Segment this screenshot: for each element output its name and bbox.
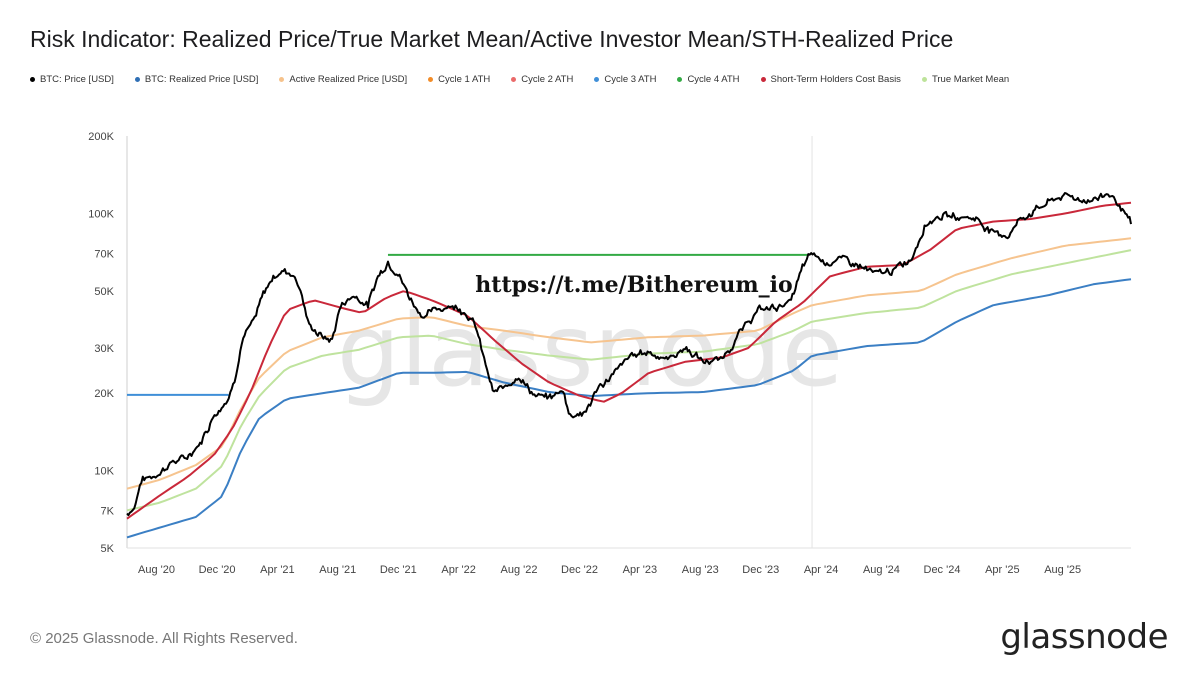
series-line (126, 237, 1132, 490)
legend-label: True Market Mean (931, 74, 1010, 85)
legend-swatch (279, 77, 285, 82)
x-tick-label: Aug '21 (319, 564, 356, 576)
y-tick-label: 20K (94, 388, 114, 400)
legend-label: Active Realized Price [USD] (289, 74, 408, 85)
legend-swatch (511, 77, 517, 82)
y-tick-label: 30K (94, 343, 114, 355)
legend-item-sth-cost-basis[interactable]: Short-Term Holders Cost Basis (760, 74, 901, 85)
x-tick-label: Apr '23 (623, 564, 658, 576)
legend-item-active-realized-price[interactable]: Active Realized Price [USD] (279, 74, 407, 85)
legend-swatch (30, 77, 35, 82)
y-tick-label: 5K (101, 543, 115, 555)
series-line (126, 278, 1132, 539)
y-tick-label: 7K (101, 505, 115, 517)
legend-label: BTC: Realized Price [USD] (144, 74, 259, 85)
chart-legend: BTC: Price [USD] BTC: Realized Price [US… (30, 74, 1030, 85)
y-tick-label: 200K (88, 131, 114, 143)
y-tick-label: 50K (94, 286, 114, 298)
x-tick-label: Aug '25 (1044, 564, 1081, 576)
x-tick-label: Apr '24 (804, 564, 839, 576)
legend-item-cycle-1-ath[interactable]: Cycle 1 ATH (428, 74, 490, 85)
x-tick-label: Dec '20 (199, 564, 236, 576)
y-tick-label: 10K (94, 466, 114, 478)
legend-swatch (428, 77, 434, 82)
x-tick-label: Aug '24 (863, 564, 900, 576)
legend-swatch (921, 77, 927, 82)
footer-copyright: © 2025 Glassnode. All Rights Reserved. (30, 630, 298, 647)
legend-label: Short-Term Holders Cost Basis (770, 74, 901, 85)
legend-label: Cycle 3 ATH (604, 74, 657, 85)
legend-item-true-market-mean[interactable]: True Market Mean (921, 74, 1010, 85)
telegram-link-annotation[interactable]: https://t.me/Bithereum_io (475, 272, 792, 298)
legend-item-cycle-4-ath[interactable]: Cycle 4 ATH (677, 74, 740, 85)
x-tick-label: Dec '22 (561, 564, 598, 576)
watermark-text: glassnode (337, 292, 843, 409)
legend-label: Cycle 1 ATH (438, 74, 491, 85)
x-tick-label: Apr '25 (985, 564, 1020, 576)
legend-swatch (134, 77, 140, 82)
glassnode-logo[interactable]: glassnode (1000, 617, 1168, 657)
x-tick-label: Apr '22 (441, 564, 476, 576)
x-tick-label: Aug '20 (138, 564, 175, 576)
y-tick-label: 70K (94, 248, 114, 260)
y-tick-label: 100K (88, 208, 114, 220)
legend-label: Cycle 4 ATH (687, 74, 740, 85)
x-tick-label: Dec '21 (380, 564, 417, 576)
series-line (126, 201, 1132, 520)
axis-layer: 5K 7K 10K 20K 30K 50K 70K 100K 200K Aug '20 Dec '2… (88, 131, 1131, 576)
legend-swatch (677, 77, 683, 82)
x-tick-label: Apr '21 (260, 564, 295, 576)
legend-label: Cycle 2 ATH (521, 74, 574, 85)
legend-item-btc-price[interactable]: BTC: Price [USD] (30, 74, 114, 85)
legend-label: BTC: Price [USD] (40, 74, 114, 85)
x-tick-label: Dec '23 (742, 564, 779, 576)
legend-item-cycle-2-ath[interactable]: Cycle 2 ATH (511, 74, 573, 85)
legend-item-cycle-3-ath[interactable]: Cycle 3 ATH (594, 74, 656, 85)
x-tick-label: Dec '24 (924, 564, 961, 576)
legend-swatch (594, 77, 600, 82)
x-tick-label: Aug '23 (682, 564, 719, 576)
legend-item-realized-price[interactable]: BTC: Realized Price [USD] (134, 74, 259, 85)
page-title: Risk Indicator: Realized Price/True Mark… (30, 26, 954, 52)
legend-swatch (760, 77, 766, 82)
series-layer (126, 192, 1132, 539)
x-tick-label: Aug '22 (501, 564, 538, 576)
series-line (126, 192, 1132, 517)
